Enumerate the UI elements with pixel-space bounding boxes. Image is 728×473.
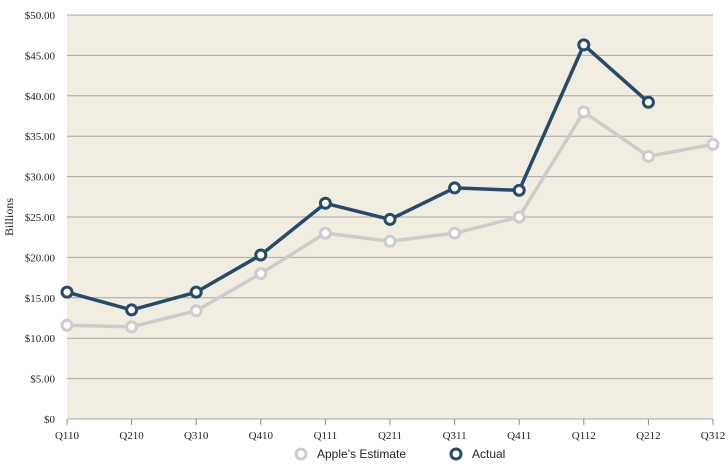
y-tick-label: $25.00 [25,212,56,224]
series-0 [60,105,720,334]
data-point [577,38,591,52]
series-1 [60,38,655,317]
grid-lines [67,14,713,420]
x-tick-label: Q411 [507,430,531,442]
data-point [189,304,203,318]
y-tick-label: $30.00 [25,172,56,184]
x-tick-label: Q110 [55,430,80,442]
data-point [448,226,462,240]
data-point [641,95,655,109]
y-tick-label: $20.00 [25,252,56,264]
data-point [60,318,74,332]
x-tick-label: Q311 [443,430,467,442]
x-tick-label: Q312 [701,430,725,442]
data-point [318,226,332,240]
y-tick-label: $15.00 [25,293,56,305]
data-point [448,181,462,195]
data-point [60,285,74,299]
legend-marker [294,447,308,461]
data-point [254,248,268,262]
y-tick-label: $5.00 [30,374,55,386]
series-lines [60,38,720,334]
data-point [189,285,203,299]
data-point [512,210,526,224]
x-tick-label: Q310 [184,430,209,442]
data-point [641,149,655,163]
y-tick-label: $45.00 [25,50,56,62]
data-point [577,105,591,119]
data-point [383,212,397,226]
x-axis-ticks: Q110 Q210 Q310 Q410 Q111 Q211 Q311 Q411 Q112 Q212… [55,419,725,442]
data-point [254,267,268,281]
legend-label: Actual [472,447,505,461]
y-tick-label: $40.00 [25,91,56,103]
data-point [125,320,139,334]
y-axis-ticks: $0 $5.00 $10.00 $15.00 $20.00 $25.00 $30.00 $35… [25,10,56,426]
data-point [318,196,332,210]
y-axis-title: Billions [2,198,16,236]
legend-label: Apple's Estimate [317,447,406,461]
data-point [512,183,526,197]
y-tick-label: $35.00 [25,131,56,143]
x-tick-label: Q111 [314,430,338,442]
series-line [65,43,651,312]
y-tick-label: $0 [44,414,56,426]
y-tick-label: $50.00 [25,10,56,22]
x-tick-label: Q210 [119,430,144,442]
x-tick-label: Q212 [636,430,660,442]
y-tick-label: $10.00 [25,333,56,345]
x-tick-label: Q112 [572,430,596,442]
x-tick-label: Q410 [249,430,274,442]
data-point [706,137,720,151]
legend-marker [449,447,463,461]
data-point [125,303,139,317]
x-tick-label: Q211 [378,430,402,442]
data-point [383,234,397,248]
legend: Apple's Estimate Actual [294,447,505,461]
